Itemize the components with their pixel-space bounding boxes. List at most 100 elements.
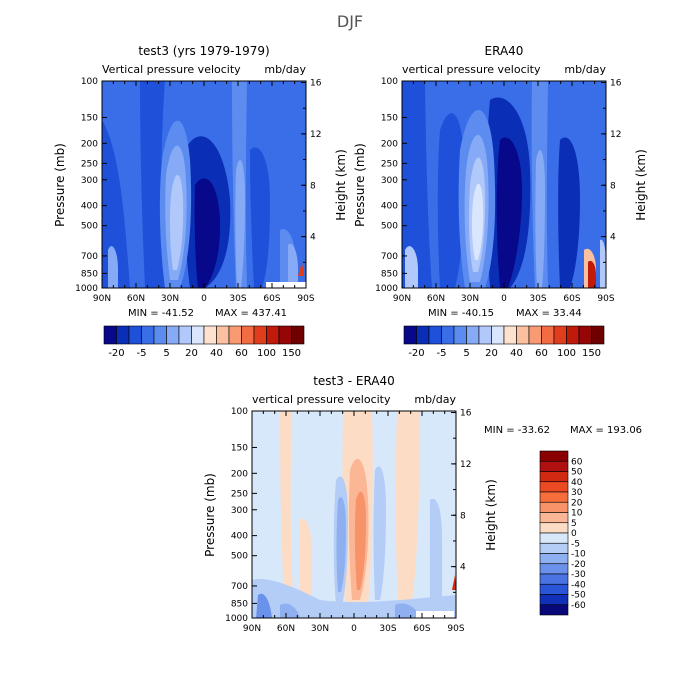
positive-contour <box>280 411 294 600</box>
colorbar-swatch <box>539 573 569 585</box>
panel-model-subtitle-right: mb/day <box>264 63 306 76</box>
colorbar-label: -5 <box>437 348 447 359</box>
x-tick-label: 0 <box>201 294 207 304</box>
colorbar-label: 100 <box>557 348 576 359</box>
negative-contour <box>430 498 442 600</box>
y-right-tick-label: 8 <box>310 181 316 191</box>
y-tick-label: 850 <box>81 269 98 279</box>
x-tick-label: 90S <box>597 294 614 304</box>
colorbar-swatch <box>539 522 569 534</box>
colorbar-swatch <box>428 325 442 345</box>
y-tick-label: 300 <box>81 176 98 186</box>
colorbar-swatch <box>478 325 492 345</box>
y-tick-label: 700 <box>81 252 98 262</box>
panel-diff-plot <box>252 411 456 618</box>
panel-model-ylabel: Pressure (mb) <box>53 143 67 227</box>
y-tick-label: 500 <box>381 222 398 232</box>
positive-contour <box>588 260 596 288</box>
panel-obs-ylabel-right: Height (km) <box>634 149 648 220</box>
colorbar-swatch <box>178 325 192 345</box>
colorbar-swatch <box>539 512 569 524</box>
colorbar-swatch <box>291 325 305 345</box>
panel-model-ylabel-right: Height (km) <box>334 149 348 220</box>
light-blue-region <box>169 174 184 270</box>
colorbar-swatch <box>228 325 242 345</box>
colorbar-label: 40 <box>510 348 523 359</box>
positive-contour <box>395 411 420 600</box>
x-tick-label: 30N <box>311 624 329 634</box>
colorbar-swatch <box>541 325 555 345</box>
y-right-tick-label: 8 <box>610 181 616 191</box>
colorbar-swatch <box>241 325 255 345</box>
x-tick-label: 30N <box>161 294 179 304</box>
y-right-tick-label: 12 <box>310 130 321 140</box>
panel-obs-subtitle-left: vertical pressure velocity <box>402 63 541 76</box>
x-tick-label: 0 <box>351 624 357 634</box>
colorbar-swatch <box>128 325 142 345</box>
light-blue-region <box>471 183 484 260</box>
colorbar-label: 50 <box>571 468 583 478</box>
colorbar-label: 150 <box>582 348 601 359</box>
y-tick-label: 850 <box>231 599 248 609</box>
colorbar-label: 40 <box>571 478 583 488</box>
positive-contour <box>452 575 456 590</box>
panel-diff-min: MIN = -33.62 <box>484 425 550 436</box>
deep-blue-region <box>402 81 432 288</box>
panel-obs-colorbar: -20 -5 5 20 40 60 100 150 <box>403 325 605 359</box>
colorbar-label: 10 <box>571 509 583 519</box>
panel-obs-title: ERA40 <box>485 44 524 58</box>
positive-contour <box>298 262 304 276</box>
deep-blue-region <box>194 178 221 288</box>
light-blue-region <box>288 243 298 288</box>
colorbar-swatch <box>253 325 267 345</box>
y-tick-label: 1000 <box>75 284 98 294</box>
y-tick-label: 500 <box>81 222 98 232</box>
x-tick-label: 90N <box>393 294 411 304</box>
colorbar-swatch <box>453 325 467 345</box>
deep-blue-region <box>140 81 165 288</box>
colorbar-swatch <box>203 325 217 345</box>
y-tick-label: 1000 <box>375 284 398 294</box>
colorbar-swatch <box>403 325 417 345</box>
colorbar-label: -30 <box>571 570 586 580</box>
y-tick-label: 100 <box>231 407 248 417</box>
panel-diff-subtitle-left: vertical pressure velocity <box>252 393 391 406</box>
colorbar-label: 150 <box>282 348 301 359</box>
y-tick-label: 700 <box>381 252 398 262</box>
colorbar-label: -20 <box>571 560 586 570</box>
y-tick-label: 100 <box>81 77 98 87</box>
x-tick-label: 30S <box>529 294 546 304</box>
y-tick-label: 200 <box>231 469 248 479</box>
light-blue-region <box>535 150 545 288</box>
colorbar-swatch <box>441 325 455 345</box>
colorbar-swatch <box>539 481 569 493</box>
missing-data-region <box>416 611 454 618</box>
colorbar-swatch <box>516 325 530 345</box>
colorbar-label: -10 <box>571 550 586 560</box>
y-right-tick-label: 16 <box>310 79 322 89</box>
y-tick-label: 400 <box>381 202 398 212</box>
negative-contour <box>395 603 420 618</box>
x-tick-label: 90S <box>297 294 314 304</box>
x-tick-label: 90S <box>447 624 464 634</box>
x-tick-label: 60N <box>427 294 445 304</box>
positive-contour <box>300 518 312 600</box>
y-right-tick-label: 8 <box>460 511 466 521</box>
panel-obs-subtitle-right: mb/day <box>564 63 606 76</box>
deep-blue-region <box>102 120 130 288</box>
colorbar-label: 5 <box>163 348 169 359</box>
panel-diff-ylabel-right: Height (km) <box>484 479 498 550</box>
colorbar-swatch <box>503 325 517 345</box>
colorbar-swatch <box>539 563 569 575</box>
deep-blue-region <box>437 113 465 288</box>
colorbar-label: 30 <box>571 488 583 498</box>
colorbar-swatch <box>553 325 567 345</box>
x-tick-label: 30S <box>379 624 396 634</box>
y-tick-label: 200 <box>381 139 398 149</box>
colorbar-swatch <box>216 325 230 345</box>
colorbar-label: 100 <box>257 348 276 359</box>
colorbar-swatch <box>539 604 569 616</box>
colorbar-label: 60 <box>235 348 248 359</box>
y-tick-label: 150 <box>381 113 398 123</box>
